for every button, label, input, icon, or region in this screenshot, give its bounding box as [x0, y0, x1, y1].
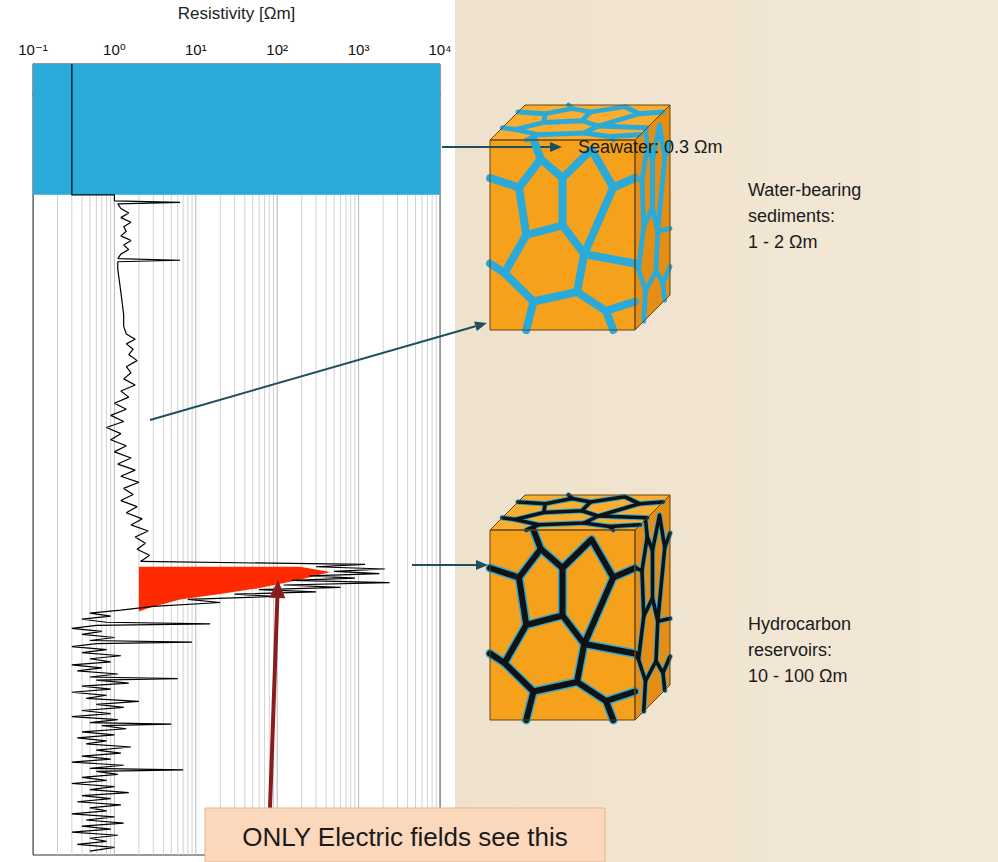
svg-text:10¹: 10¹	[185, 41, 207, 58]
svg-text:10⁴: 10⁴	[428, 41, 451, 58]
svg-text:reservoirs:: reservoirs:	[748, 640, 832, 660]
svg-text:Resistivity [Ωm]: Resistivity [Ωm]	[178, 4, 296, 23]
svg-text:Water-bearing: Water-bearing	[748, 180, 861, 200]
svg-text:sediments:: sediments:	[748, 206, 835, 226]
svg-text:10⁰: 10⁰	[103, 41, 126, 58]
svg-text:1 - 2 Ωm: 1 - 2 Ωm	[748, 232, 817, 252]
svg-text:10⁻¹: 10⁻¹	[18, 41, 48, 58]
svg-text:10 - 100 Ωm: 10 - 100 Ωm	[748, 666, 848, 686]
svg-text:ONLY Electric fields see this: ONLY Electric fields see this	[242, 822, 568, 852]
svg-text:10³: 10³	[348, 41, 370, 58]
svg-text:10²: 10²	[266, 41, 288, 58]
svg-text:Seawater: 0.3 Ωm: Seawater: 0.3 Ωm	[578, 137, 723, 157]
svg-text:Hydrocarbon: Hydrocarbon	[748, 614, 851, 634]
